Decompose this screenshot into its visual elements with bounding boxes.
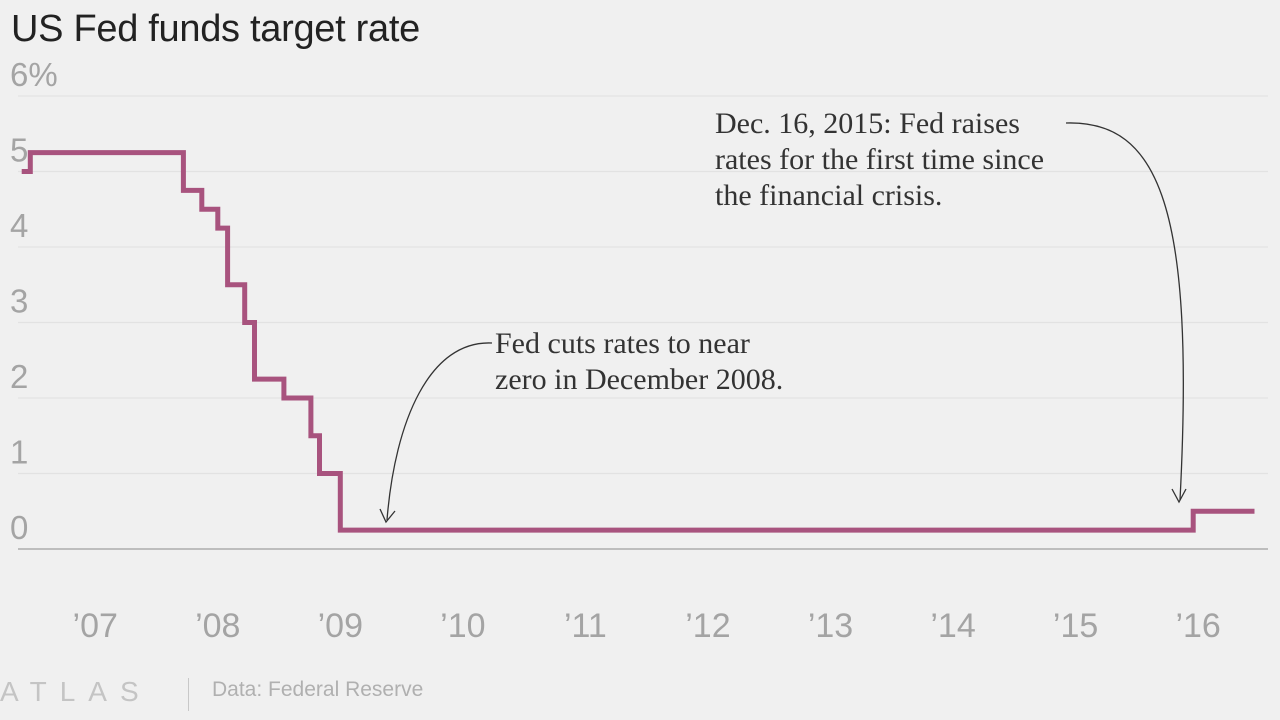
y-tick-label: 5 [10,132,28,169]
x-tick-label: ’08 [195,607,240,645]
atlas-logo: ATLAS [0,676,152,707]
rate-step-line [21,150,1255,533]
x-tick-label: ’13 [808,607,853,645]
x-tick-label: ’12 [685,607,730,645]
arrowhead-rate-raise [1171,488,1187,504]
footer-divider [188,678,189,711]
footer: ATLAS Data: Federal Reserve [0,676,700,712]
y-tick-label: 4 [10,207,28,244]
chart-title: US Fed funds target rate [11,8,420,50]
y-tick-label: 6% [10,56,58,93]
annotation-rate-cut: Fed cuts rates to near zero in December 2… [495,327,783,396]
x-tick-label: ’10 [440,607,485,645]
annotation-line: zero in December 2008. [495,363,783,396]
annotation-line: Dec. 16, 2015: Fed raises [715,107,1020,140]
annotation-arrow-rate-raise [1065,122,1184,501]
y-axis-ticks: 0 1 2 3 4 5 6% [10,56,58,546]
annotations: Fed cuts rates to near zero in December 2… [379,107,1187,524]
y-tick-label: 3 [10,283,28,320]
x-tick-label: ’16 [1175,607,1220,645]
x-tick-label: ’09 [318,607,363,645]
arrowhead-rate-cut [379,508,396,524]
annotation-arrow-rate-cut [386,342,493,521]
x-axis-ticks: ’07 ’08 ’09 ’10 ’11 ’12 ’13 ’14 ’15 ’16 [73,607,1221,645]
x-tick-label: ’07 [73,607,118,645]
annotation-line: Fed cuts rates to near [495,327,750,360]
x-tick-label: ’14 [930,607,975,645]
annotation-line: the financial crisis. [715,179,942,212]
annotation-rate-raise: Dec. 16, 2015: Fed raises rates for the f… [715,107,1044,212]
annotation-line: rates for the first time since [715,143,1044,176]
y-tick-label: 0 [10,509,28,546]
x-tick-label: ’15 [1053,607,1098,645]
x-tick-label: ’11 [564,607,607,645]
data-source: Data: Federal Reserve [212,678,424,701]
y-tick-label: 1 [10,434,28,471]
y-tick-label: 2 [10,358,28,395]
gridlines [18,95,1268,550]
